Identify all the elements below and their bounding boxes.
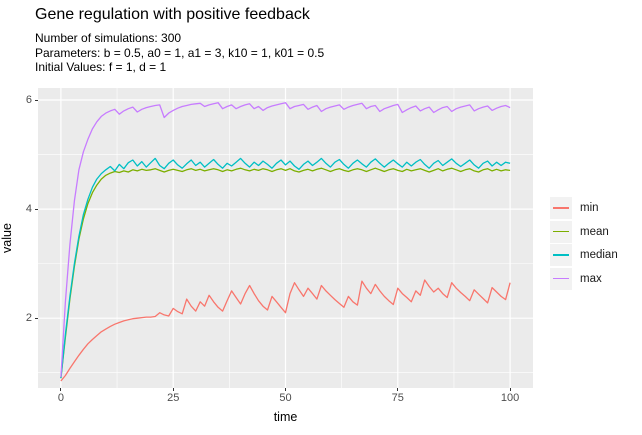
y-tick-mark (35, 208, 38, 210)
legend-label-mean: mean (580, 225, 609, 238)
x-tick-label: 75 (391, 392, 404, 404)
series-line-min (60, 279, 511, 382)
legend-key-line-max (553, 277, 569, 280)
y-tick-label: 6 (25, 93, 32, 106)
x-tick-label: 25 (167, 392, 180, 404)
legend-label-min: min (580, 202, 599, 214)
legend-item-mean: mean (550, 220, 618, 243)
x-tick-mark (172, 388, 174, 391)
legend-label-max: max (580, 272, 602, 285)
x-tick-mark (285, 388, 286, 391)
subtitle-line-initial-values: Initial Values: f = 1, d = 1 (35, 60, 167, 74)
legend-item-max: max (550, 267, 618, 290)
legend-key-min (550, 197, 572, 219)
legend-key-line-min (553, 207, 569, 209)
y-axis-title: value (0, 223, 14, 253)
legend-key-line-mean (553, 230, 569, 233)
legend-key-mean (550, 220, 572, 243)
y-tick-mark (35, 317, 38, 319)
x-axis-title: time (273, 410, 298, 424)
legend-item-median: median (550, 244, 618, 266)
plot-panel (38, 88, 533, 388)
legend-item-min: min (550, 197, 618, 219)
x-tick-label: 100 (500, 392, 520, 404)
legend-label-median: median (580, 249, 618, 261)
series-line-mean (60, 167, 511, 379)
legend: min mean median max (550, 197, 618, 291)
x-tick-mark (509, 388, 511, 391)
series-line-max (60, 102, 511, 378)
legend-key-max (550, 267, 572, 290)
plot-canvas (38, 88, 533, 388)
chart-subtitle: Number of simulations: 300 Parameters: b… (35, 31, 324, 75)
legend-key-median (550, 244, 572, 266)
series-line-median (60, 157, 511, 379)
chart-title: Gene regulation with positive feedback (35, 6, 310, 23)
y-tick-label: 2 (25, 311, 32, 324)
x-tick-label: 50 (279, 392, 292, 404)
y-tick-label: 4 (25, 202, 32, 215)
y-tick-mark (35, 99, 38, 101)
x-tick-label: 0 (57, 392, 64, 404)
legend-key-line-median (553, 254, 569, 256)
subtitle-line-simulations: Number of simulations: 300 (35, 31, 182, 45)
x-tick-mark (397, 388, 399, 391)
x-tick-mark (60, 388, 62, 391)
subtitle-line-parameters: Parameters: b = 0.5, a0 = 1, a1 = 3, k10… (35, 45, 325, 60)
